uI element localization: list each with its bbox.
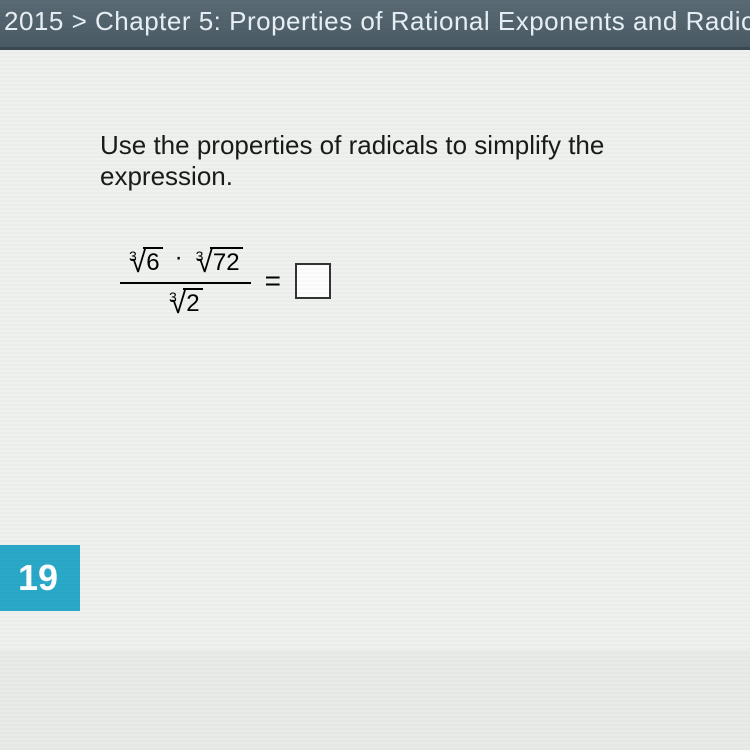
radical-term-1: 3 √ 6 [128, 247, 163, 278]
math-expression: 3 √ 6 · 3 √ 72 3 √ 2 = [120, 242, 710, 321]
breadcrumb-text: 2015 > Chapter 5: Properties of Rational… [4, 6, 746, 37]
radical-term-2: 3 √ 72 [195, 247, 243, 278]
breadcrumb-chapter[interactable]: Chapter 5: Properties of Rational Expone… [95, 6, 750, 36]
answer-input-box[interactable] [295, 263, 331, 299]
multiply-operator: · [173, 244, 185, 278]
radical-symbol: √ [170, 289, 186, 319]
problem-instruction: Use the properties of radicals to simpli… [100, 130, 710, 192]
fraction: 3 √ 6 · 3 √ 72 3 √ 2 [120, 242, 251, 321]
radicand: 72 [210, 247, 243, 278]
radical-symbol: √ [196, 248, 212, 278]
question-number-badge[interactable]: 19 [0, 545, 80, 611]
question-number: 19 [18, 557, 58, 598]
breadcrumb-year[interactable]: 2015 [4, 6, 64, 36]
radical-symbol: √ [130, 248, 146, 278]
content-area: Use the properties of radicals to simpli… [0, 50, 750, 650]
fraction-bar [120, 282, 251, 284]
breadcrumb-separator: > [72, 6, 88, 36]
numerator: 3 √ 6 · 3 √ 72 [120, 242, 251, 280]
radical-term-3: 3 √ 2 [168, 288, 203, 319]
denominator: 3 √ 2 [160, 286, 211, 321]
equals-sign: = [265, 265, 281, 297]
breadcrumb-bar: 2015 > Chapter 5: Properties of Rational… [0, 0, 750, 50]
